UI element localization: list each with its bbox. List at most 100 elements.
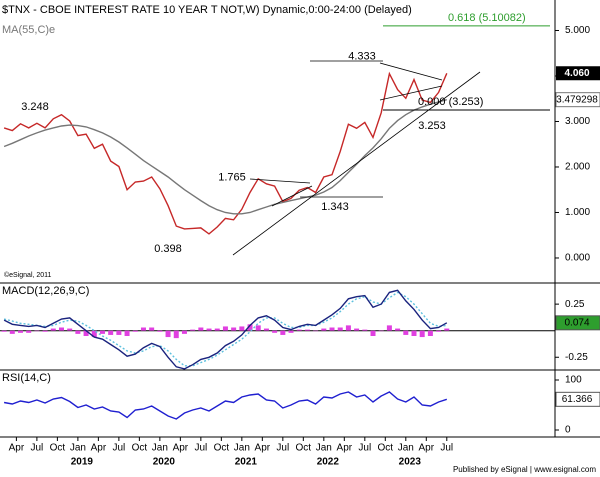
histogram-bar [231, 327, 237, 331]
histogram-bar [140, 327, 146, 331]
histogram-bar [222, 326, 228, 331]
y-tick-label: 100 [565, 375, 582, 386]
y-tick-label: 2.000 [565, 162, 590, 173]
histogram-bar [190, 329, 196, 331]
histogram-bar [149, 327, 155, 331]
x-tick-label: Jan [234, 443, 250, 454]
fib-label: 0.618 (5.10082) [448, 12, 526, 24]
histogram-bar [263, 328, 269, 331]
x-tick-label: Jul [440, 443, 453, 454]
histogram-bar [198, 327, 204, 331]
x-tick-label: Apr [255, 443, 271, 454]
histogram-bar [165, 330, 171, 338]
histogram-bar [239, 326, 245, 331]
price-annotation: 4.333 [348, 51, 376, 63]
x-tick-label: Jul [358, 443, 371, 454]
series-line [3, 99, 447, 215]
x-tick-label: Jan [70, 443, 86, 454]
histogram-bar [1, 330, 7, 332]
series-line [3, 391, 448, 420]
histogram-bar [67, 328, 73, 331]
price-badge [556, 66, 600, 81]
value-badge [555, 315, 600, 331]
histogram-bar [370, 330, 376, 336]
panel-title: RSI(14,C) [2, 372, 51, 384]
histogram-bar [50, 328, 56, 331]
y-tick-label: 0.25 [565, 299, 585, 310]
price-annotation: 0.398 [154, 243, 182, 255]
histogram-bar [124, 330, 130, 336]
histogram-bar [91, 330, 97, 338]
histogram-bar [108, 330, 114, 335]
y-tick-label: 0 [565, 425, 571, 436]
histogram-bar [403, 330, 409, 335]
value-badge [555, 391, 600, 407]
histogram-bar [337, 327, 343, 331]
price-annotation: 3.253 [418, 120, 446, 132]
histogram-bar [247, 324, 253, 331]
series-line [3, 71, 448, 235]
footer: Published by eSignal | www.esignal.com [453, 465, 596, 474]
y-tick-label: 1.000 [565, 207, 590, 218]
year-label: 2019 [71, 457, 94, 468]
histogram-bar [42, 330, 48, 332]
price-annotation: 1.765 [218, 172, 246, 184]
y-tick-label: 3.000 [565, 116, 590, 127]
x-tick-label: Oct [132, 443, 148, 454]
histogram-bar [378, 330, 384, 332]
trend-line [379, 85, 443, 101]
x-tick-label: Jul [194, 443, 207, 454]
x-tick-label: Oct [378, 443, 394, 454]
panel-title: MACD(12,26,9,C) [2, 285, 89, 297]
year-label: 2020 [153, 457, 176, 468]
histogram-bar [9, 330, 15, 334]
y-tick-label: -0.25 [565, 352, 588, 363]
x-tick-label: Apr [337, 443, 353, 454]
price-badge-label: 4.060 [564, 68, 589, 79]
histogram-bar [181, 330, 187, 334]
histogram-bar [255, 325, 261, 331]
series-line [3, 289, 448, 370]
price-annotation: 3.248 [21, 101, 49, 113]
histogram-bar [26, 330, 32, 333]
copyright: ©eSignal, 2011 [4, 271, 52, 279]
histogram-bar [386, 325, 392, 331]
x-tick-label: Jan [152, 443, 168, 454]
histogram-bar [354, 328, 360, 331]
x-tick-label: Jul [276, 443, 289, 454]
histogram-bar [362, 329, 368, 331]
price-annotation: 1.343 [321, 201, 349, 213]
histogram-bar [296, 329, 302, 331]
histogram-bar [214, 328, 220, 331]
histogram-bar [427, 330, 433, 336]
y-tick-label: 5.000 [565, 25, 590, 36]
ma-badge [555, 92, 600, 108]
histogram-bar [173, 330, 179, 339]
x-tick-label: Oct [214, 443, 230, 454]
histogram-bar [419, 330, 425, 338]
histogram-bar [272, 330, 278, 333]
histogram-bar [321, 328, 327, 331]
histogram-bar [34, 330, 40, 332]
x-tick-label: Jan [398, 443, 414, 454]
year-label: 2021 [235, 457, 258, 468]
x-tick-label: Oct [50, 443, 66, 454]
histogram-bar [329, 327, 335, 331]
chart-title: $TNX - CBOE INTEREST RATE 10 YEAR T NOT,… [2, 4, 412, 16]
trend-line [232, 71, 481, 256]
x-tick-label: Jul [30, 443, 43, 454]
series-line [3, 291, 447, 367]
year-label: 2023 [399, 457, 422, 468]
histogram-bar [313, 330, 319, 332]
histogram-bar [58, 327, 64, 331]
histogram-bar [444, 328, 450, 331]
histogram-bar [411, 330, 417, 336]
histogram-bar [280, 330, 286, 335]
histogram-bar [304, 329, 310, 331]
histogram-bar [116, 330, 122, 335]
histogram-bar [132, 330, 138, 332]
histogram-bar [206, 328, 212, 331]
trend-line [379, 62, 443, 81]
